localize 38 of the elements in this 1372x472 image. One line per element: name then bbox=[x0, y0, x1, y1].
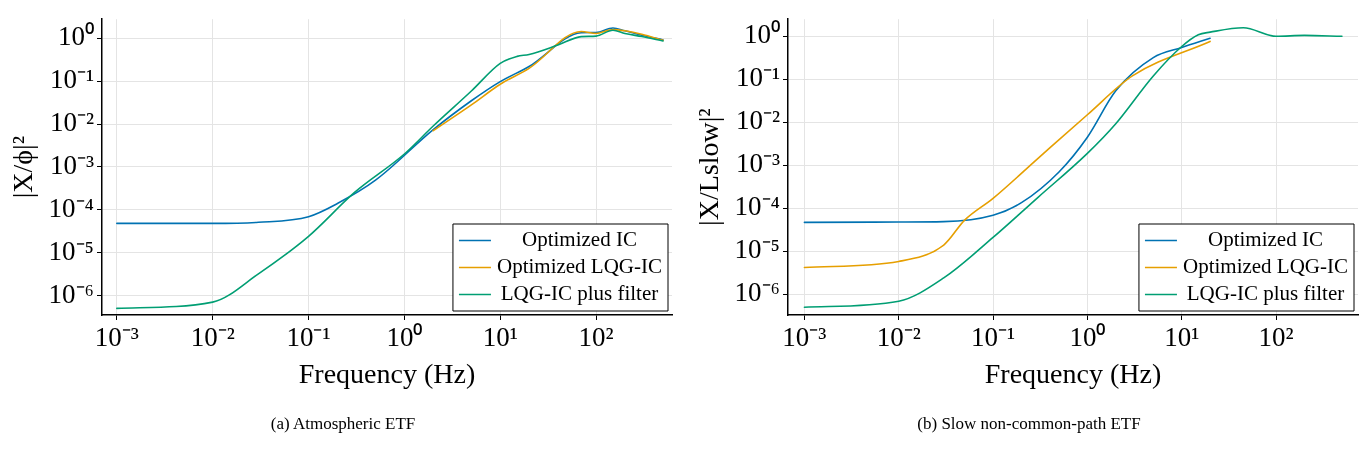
x-tick-label: 10¹ bbox=[482, 322, 518, 353]
text: (a) Atmospheric ETF bbox=[269, 414, 417, 434]
y-tick-label: 10⁻² bbox=[735, 105, 781, 136]
x-axis-title: Frequency (Hz) bbox=[298, 357, 476, 389]
legend-label: LQG-IC plus filter bbox=[1186, 281, 1345, 306]
x-tick-label: 10² bbox=[578, 322, 614, 353]
text: (b) Slow non-common-path ETF bbox=[916, 414, 1142, 434]
x-tick-label: 10⁰ bbox=[386, 322, 423, 353]
x-tick-label: 10¹ bbox=[1164, 322, 1200, 353]
y-tick-label: 10⁻¹ bbox=[735, 62, 781, 93]
y-axis-title: |X/ϕ|² bbox=[7, 135, 39, 199]
x-tick-label: 10⁻² bbox=[876, 322, 921, 353]
legend-label: LQG-IC plus filter bbox=[500, 281, 659, 306]
x-tick-label: 10⁻¹ bbox=[286, 322, 331, 353]
y-tick-label: 10⁻¹ bbox=[49, 64, 95, 95]
legend-label: Optimized LQG-IC bbox=[496, 254, 662, 279]
y-tick-label: 10⁻³ bbox=[49, 150, 95, 181]
x-tick-label: 10² bbox=[1258, 322, 1294, 353]
x-tick-label: 10⁻² bbox=[190, 322, 235, 353]
x-tick-label: 10⁻¹ bbox=[971, 322, 1016, 353]
y-tick-label: 10⁻⁴ bbox=[48, 192, 95, 223]
y-tick-label: 10⁻³ bbox=[735, 148, 781, 179]
x-tick-label: 10⁰ bbox=[1069, 322, 1106, 353]
y-tick-label: 10⁻² bbox=[49, 107, 95, 138]
y-tick-label: 10⁻⁴ bbox=[734, 191, 781, 222]
legend-label: Optimized LQG-IC bbox=[1182, 254, 1348, 279]
y-tick-label: 10⁻⁶ bbox=[48, 278, 95, 309]
x-axis-title: Frequency (Hz) bbox=[984, 357, 1162, 389]
x-tick-label: 10⁻³ bbox=[94, 322, 139, 353]
legend-label: Optimized IC bbox=[522, 227, 637, 252]
y-tick-label: 10⁰ bbox=[58, 21, 95, 52]
legend-label: Optimized IC bbox=[1208, 227, 1323, 252]
y-axis-title: |X/Lslow|² bbox=[693, 108, 725, 226]
y-tick-label: 10⁻⁵ bbox=[48, 235, 95, 266]
y-tick-label: 10⁻⁶ bbox=[734, 277, 781, 308]
x-tick-label: 10⁻³ bbox=[782, 322, 827, 353]
y-tick-label: 10⁰ bbox=[744, 19, 781, 50]
y-tick-label: 10⁻⁵ bbox=[734, 234, 781, 265]
